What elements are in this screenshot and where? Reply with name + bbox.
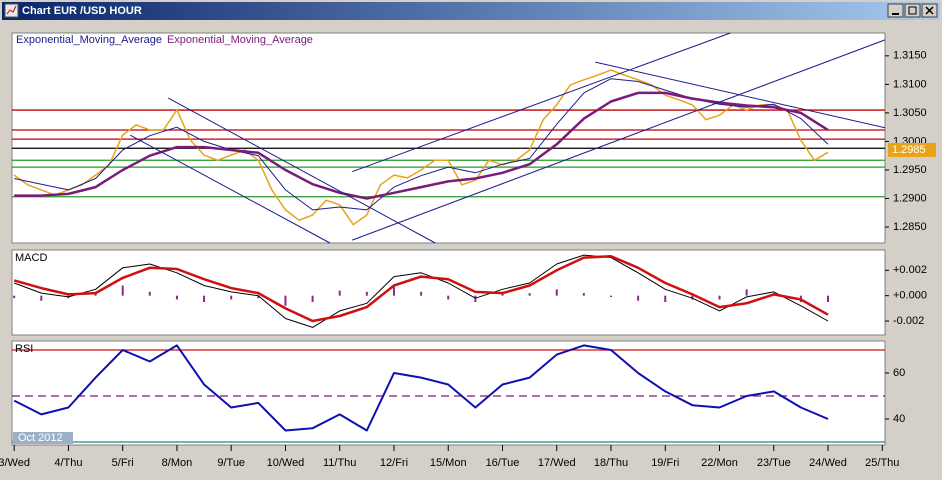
histogram-bar — [745, 289, 748, 296]
panel — [11, 32, 886, 244]
plot-area — [12, 344, 885, 443]
histogram-bar — [827, 295, 830, 303]
minimize-button[interactable] — [887, 3, 904, 18]
y-tick-label: 1.3050 — [893, 107, 927, 119]
histogram-bar — [420, 291, 423, 296]
histogram-bar — [637, 295, 640, 301]
legend-entry: Exponential_Moving_Average — [16, 34, 162, 46]
x-tick-label: 4/Thu — [54, 457, 82, 469]
maximize-glyph — [908, 6, 917, 15]
y-tick-label: +0.000 — [893, 290, 927, 302]
histogram-bar — [610, 295, 613, 297]
window-buttons[interactable] — [887, 3, 938, 18]
x-tick-label: 11/Thu — [323, 457, 356, 469]
histogram-bar — [284, 295, 287, 306]
series-line — [14, 254, 829, 328]
x-tick-label: 10/Wed — [267, 457, 305, 469]
x-tick-label: 23/Tue — [757, 457, 791, 469]
price-tag — [888, 142, 936, 157]
legend-entry: Exponential_Moving_Average — [167, 34, 313, 46]
y-tick-label: 1.2850 — [893, 221, 927, 233]
y-tick-label: 1.3150 — [893, 50, 927, 62]
trend-line — [130, 134, 331, 244]
x-tick-label: 17/Wed — [538, 457, 576, 469]
histogram-bar — [175, 295, 178, 300]
plot-area — [13, 254, 830, 328]
histogram-bar — [338, 290, 341, 296]
histogram-bar — [582, 293, 585, 296]
window-title: Chart EUR /USD HOUR — [22, 5, 142, 17]
trend-line — [352, 39, 886, 241]
x-tick-label: 15/Mon — [430, 457, 467, 469]
x-tick-label: 5/Fri — [112, 457, 134, 469]
histogram-bar — [230, 295, 233, 300]
x-tick-label: 18/Thu — [594, 457, 628, 469]
series-line — [13, 344, 829, 432]
window-icon-glyph — [6, 5, 17, 15]
histogram-bar — [392, 286, 395, 296]
panel — [11, 249, 886, 336]
histogram-bar — [148, 291, 151, 296]
histogram-bar — [13, 295, 16, 299]
price-tag-label: 1.2985 — [892, 144, 926, 156]
trend-line — [352, 32, 731, 173]
histogram-bar — [555, 289, 558, 296]
x-tick-label: 19/Fri — [651, 457, 679, 469]
y-tick-label: 1.2950 — [893, 164, 927, 176]
title-bar — [2, 2, 940, 20]
y-tick-label: -0.002 — [893, 315, 924, 327]
series-line — [13, 69, 829, 226]
maximize-button[interactable] — [904, 3, 921, 18]
x-tick-label: 16/Tue — [486, 457, 520, 469]
histogram-bar — [40, 295, 43, 301]
x-tick-label: 12/Fri — [380, 457, 408, 469]
histogram-bar — [311, 295, 314, 303]
x-tick-label: 8/Mon — [162, 457, 193, 469]
histogram-bar — [664, 295, 667, 303]
y-tick-label: 40 — [893, 413, 905, 425]
x-tick-label: 25/Thu — [865, 457, 899, 469]
histogram-bar — [528, 293, 531, 296]
panel-title: MACD — [15, 252, 47, 264]
close-glyph — [925, 6, 934, 15]
panel — [11, 340, 886, 446]
x-tick-label: 9/Tue — [217, 457, 245, 469]
histogram-bar — [474, 295, 477, 303]
y-tick-label: +0.002 — [893, 264, 927, 276]
histogram-bar — [257, 295, 260, 299]
histogram-bar — [691, 295, 694, 300]
trend-line — [595, 61, 886, 129]
histogram-bar — [718, 295, 721, 300]
x-tick-label: 22/Mon — [701, 457, 738, 469]
period-label: Oct 2012 — [18, 432, 63, 444]
period-box — [13, 432, 73, 444]
y-tick-label: 60 — [893, 367, 905, 379]
y-tick-label: 1.2900 — [893, 192, 927, 204]
panel-title: RSI — [15, 343, 33, 355]
histogram-bar — [447, 295, 450, 300]
y-tick-label: 1.3100 — [893, 78, 927, 90]
plot-area — [12, 69, 885, 226]
x-tick-label: 24/Wed — [809, 457, 847, 469]
histogram-bar — [365, 291, 368, 296]
histogram-bar — [203, 295, 206, 303]
trend-line — [168, 97, 436, 244]
series-line — [13, 255, 829, 323]
x-tick-label: 3/Wed — [0, 457, 30, 469]
series-line — [14, 91, 829, 200]
histogram-bar — [121, 285, 124, 296]
